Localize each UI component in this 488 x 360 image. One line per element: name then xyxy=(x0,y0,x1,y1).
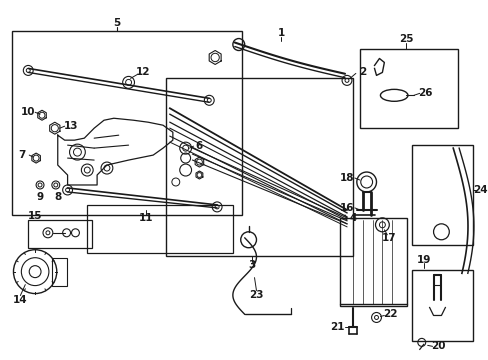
Text: 9: 9 xyxy=(37,192,43,202)
Bar xyxy=(340,218,406,306)
Text: 2: 2 xyxy=(358,67,366,77)
Text: 12: 12 xyxy=(136,67,150,77)
Text: 13: 13 xyxy=(64,121,79,131)
Bar xyxy=(359,49,457,128)
Text: 11: 11 xyxy=(139,213,153,223)
Text: 4: 4 xyxy=(348,213,356,223)
Text: 17: 17 xyxy=(381,233,396,243)
Text: 21: 21 xyxy=(329,323,344,332)
Text: 26: 26 xyxy=(418,88,432,98)
Text: 1: 1 xyxy=(277,28,284,37)
Bar xyxy=(411,145,472,245)
Text: 5: 5 xyxy=(113,18,120,28)
Text: 3: 3 xyxy=(247,260,255,270)
Bar xyxy=(28,220,92,248)
Text: 6: 6 xyxy=(195,141,203,151)
Text: 24: 24 xyxy=(472,185,487,195)
Text: 20: 20 xyxy=(430,341,445,351)
Bar xyxy=(411,270,472,341)
Text: 10: 10 xyxy=(21,107,36,117)
Text: 16: 16 xyxy=(339,203,353,213)
Bar xyxy=(165,78,352,256)
Text: 15: 15 xyxy=(28,211,42,221)
Text: 23: 23 xyxy=(249,289,263,300)
Text: 19: 19 xyxy=(416,255,430,265)
Text: 7: 7 xyxy=(19,150,26,160)
Bar xyxy=(87,205,232,253)
Text: 25: 25 xyxy=(398,33,412,44)
Text: 18: 18 xyxy=(339,173,353,183)
Text: 14: 14 xyxy=(13,294,28,305)
Bar xyxy=(52,258,66,285)
Bar xyxy=(13,31,241,215)
Text: 22: 22 xyxy=(382,310,397,319)
Text: 8: 8 xyxy=(54,192,61,202)
